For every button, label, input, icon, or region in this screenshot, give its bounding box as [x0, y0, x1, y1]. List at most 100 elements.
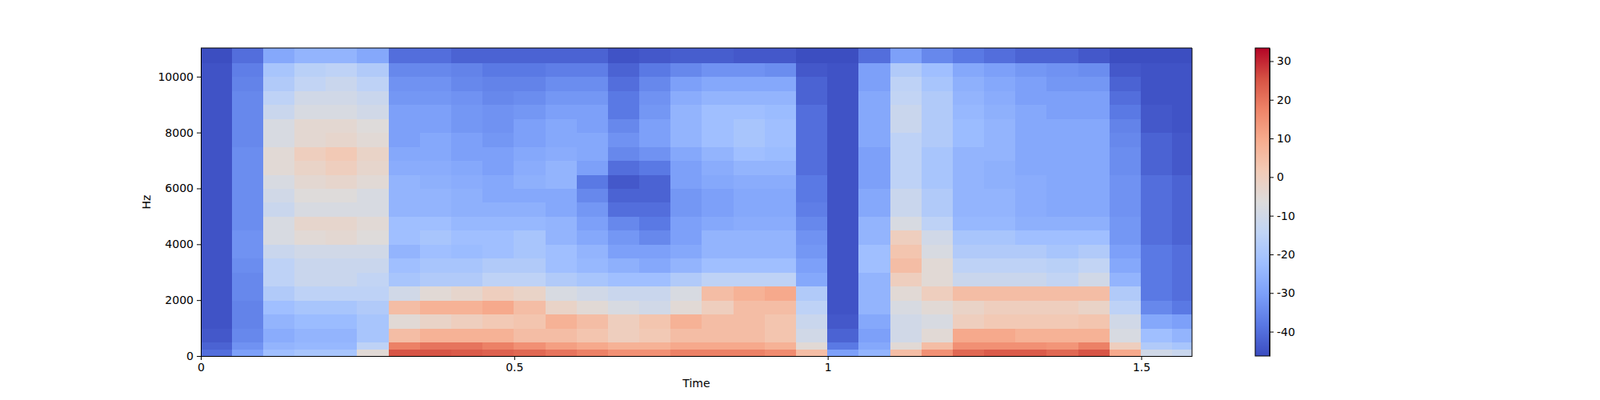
heatmap-cell	[388, 160, 421, 176]
heatmap-cell	[952, 229, 985, 245]
heatmap-cell	[325, 244, 358, 259]
heatmap-cell	[325, 90, 358, 105]
heatmap-cell	[764, 341, 797, 350]
heatmap-cell	[984, 48, 1016, 64]
heatmap-cell	[1140, 348, 1173, 356]
heatmap-cell	[701, 90, 735, 105]
heatmap-cell	[545, 313, 578, 329]
heatmap-cell	[420, 328, 452, 343]
heatmap-cell	[232, 62, 264, 77]
heatmap-cell	[451, 341, 484, 350]
heatmap-cell	[984, 132, 1016, 148]
heatmap-cell	[827, 313, 860, 329]
heatmap-cell	[952, 244, 985, 259]
heatmap-cell	[325, 132, 358, 148]
colorbar-axis-tick-mark	[1269, 176, 1274, 178]
heatmap-cell	[1015, 272, 1048, 287]
heatmap-cell	[858, 348, 892, 356]
heatmap-cell	[796, 313, 828, 329]
heatmap-cell	[1140, 76, 1173, 92]
heatmap-cell	[388, 272, 421, 287]
heatmap-cell	[576, 244, 609, 259]
frame-top	[200, 48, 1192, 49]
heatmap-cell	[670, 132, 703, 148]
heatmap-cell	[608, 272, 640, 287]
heatmap-cell	[733, 174, 766, 189]
heatmap-cell	[388, 188, 421, 203]
x-axis-tick-mark	[514, 356, 516, 360]
heatmap-cell	[482, 341, 515, 350]
heatmap-cell	[827, 160, 860, 176]
heatmap-cell	[420, 341, 452, 350]
heatmap-cell	[952, 328, 985, 343]
heatmap-cell	[764, 62, 797, 77]
colorbar-axis-tick: -30	[1269, 286, 1296, 300]
heatmap-cell	[325, 257, 358, 273]
heatmap-cell	[200, 328, 233, 343]
heatmap-cell	[1078, 348, 1111, 356]
heatmap-cell	[451, 146, 484, 161]
heatmap-cell	[764, 90, 797, 105]
heatmap-cell	[513, 62, 547, 77]
heatmap-cell	[984, 188, 1016, 203]
colorbar-axis-tick-mark	[1269, 60, 1274, 62]
heatmap-cell	[545, 257, 578, 273]
heatmap-cell	[1046, 146, 1080, 161]
heatmap-cell	[670, 90, 703, 105]
heatmap-cell	[890, 341, 923, 350]
heatmap-cell	[232, 257, 264, 273]
heatmap-cell	[294, 201, 327, 217]
y-axis-tick-label: 2000	[164, 293, 194, 307]
heatmap-cell	[513, 257, 547, 273]
heatmap-cell	[1015, 216, 1048, 231]
colorbar-axis-tick-label: -40	[1276, 325, 1296, 339]
heatmap-cell	[420, 132, 452, 148]
heatmap-cell	[388, 300, 421, 315]
heatmap-cell	[639, 216, 672, 231]
heatmap-cell	[733, 348, 766, 356]
y-axis-tick-label: 8000	[164, 126, 194, 140]
heatmap-cell	[764, 146, 797, 161]
heatmap-cell	[796, 216, 828, 231]
heatmap-cell	[356, 132, 390, 148]
heatmap-cell	[827, 146, 860, 161]
heatmap-cell	[232, 76, 264, 92]
heatmap-cell	[200, 146, 233, 161]
heatmap-cell	[670, 348, 703, 356]
heatmap-cell	[701, 285, 735, 301]
heatmap-cell	[733, 257, 766, 273]
heatmap-cell	[1109, 201, 1142, 217]
heatmap-cell	[890, 146, 923, 161]
heatmap-cell	[733, 146, 766, 161]
heatmap-cell	[420, 216, 452, 231]
colorbar-axis-tick: 20	[1269, 93, 1292, 107]
heatmap-cell	[232, 328, 264, 343]
heatmap-cell	[200, 257, 233, 273]
heatmap-cell	[513, 188, 547, 203]
heatmap-cell	[764, 104, 797, 120]
heatmap-cell	[1078, 104, 1111, 120]
heatmap-cell	[294, 229, 327, 245]
heatmap-cell	[952, 62, 985, 77]
heatmap-cell	[796, 48, 828, 64]
heatmap-cell	[420, 257, 452, 273]
x-axis-tick-label: 0.5	[505, 360, 524, 374]
heatmap-cell	[608, 328, 640, 343]
heatmap-cell	[263, 160, 296, 176]
heatmap-cell	[1015, 62, 1048, 77]
heatmap-cell	[608, 341, 640, 350]
heatmap-cell	[1109, 229, 1142, 245]
heatmap-cell	[200, 272, 233, 287]
heatmap-cell	[1078, 118, 1111, 133]
heatmap-cell	[451, 216, 484, 231]
heatmap-cell	[232, 229, 264, 245]
heatmap-cell	[1015, 300, 1048, 315]
heatmap-cell	[451, 104, 484, 120]
heatmap-cell	[670, 174, 703, 189]
colorbar-axis-tick: 30	[1269, 54, 1292, 68]
heatmap-cell	[827, 201, 860, 217]
heatmap-cell	[639, 229, 672, 245]
heatmap-cell	[325, 328, 358, 343]
heatmap-cell	[701, 48, 735, 64]
heatmap-cell	[200, 348, 233, 356]
